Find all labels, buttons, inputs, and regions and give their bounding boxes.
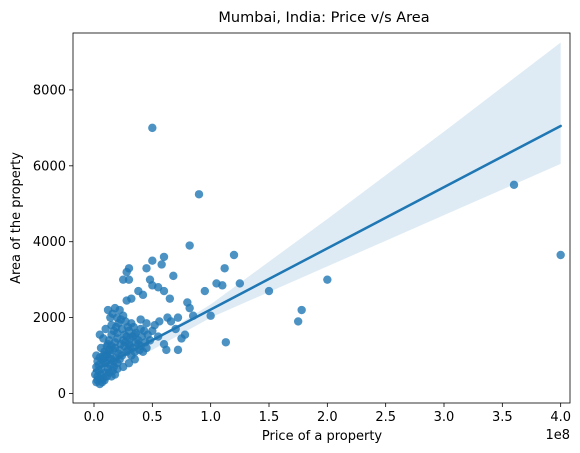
scatter-point: [131, 338, 141, 347]
y-axis-label: Area of the property: [9, 152, 24, 284]
scatter-point: [142, 264, 151, 273]
x-tick-label: 2.5: [375, 410, 396, 425]
y-tick-label: 2000: [33, 311, 66, 326]
x-tick-label: 1.0: [200, 410, 221, 425]
scatter-point: [139, 326, 149, 336]
scatter-point: [200, 286, 210, 296]
y-tick-label: 6000: [33, 159, 66, 174]
scatter-point: [113, 313, 122, 322]
scatter-point: [148, 281, 157, 290]
x-axis-label: Price of a property: [262, 429, 383, 444]
scatter-point: [120, 330, 129, 339]
chart-title: Mumbai, India: Price v/s Area: [218, 10, 429, 26]
scatter-point: [148, 256, 157, 265]
scatter-point: [206, 311, 215, 320]
scatter-point: [185, 303, 194, 313]
scatter-point: [293, 317, 303, 326]
x-tick-label: 3.0: [434, 410, 455, 425]
scatter-point: [180, 330, 190, 339]
scatter-point: [101, 324, 110, 334]
scatter-point: [134, 286, 143, 296]
x-tick-label: 3.5: [492, 410, 513, 425]
scatter-point: [235, 279, 245, 288]
x-tick-label: 4.0: [550, 410, 571, 425]
scatter-point: [95, 374, 105, 383]
scatter-point: [323, 275, 332, 284]
scatter-point: [221, 338, 231, 347]
scatter-points-layer: [90, 123, 565, 389]
regression-line-layer: [92, 124, 562, 372]
scatter-point: [109, 362, 119, 372]
x-tick-label: 0.0: [84, 410, 105, 425]
scatter-point: [218, 281, 227, 290]
scatter-point: [173, 313, 183, 322]
scatter-point: [163, 313, 172, 322]
scatter-point: [122, 296, 131, 305]
confidence-band: [94, 42, 561, 377]
scatter-point: [509, 180, 519, 189]
y-tick-label: 8000: [33, 83, 66, 98]
x-tick-label: 2.0: [317, 410, 338, 425]
scatter-point: [118, 275, 128, 284]
scatter-point: [185, 241, 194, 250]
y-tick-label: 0: [58, 387, 66, 402]
scatter-point: [99, 351, 108, 360]
confidence-band-layer: [94, 42, 561, 377]
scatter-point: [165, 294, 175, 303]
scatter-point: [264, 286, 274, 296]
scatter-point: [556, 250, 565, 260]
scatter-point: [159, 339, 169, 349]
x-axis-ticks: 0.0 0.5 1.0 1.5 2.0 2.5 3.0 3.5 4.0: [84, 403, 571, 425]
x-axis-offset-label: 1e8: [545, 428, 570, 443]
scatter-point: [107, 372, 116, 381]
scatter-point: [173, 345, 183, 355]
y-tick-label: 4000: [33, 235, 66, 250]
regression-line: [92, 124, 562, 372]
scatter-point: [194, 190, 204, 199]
scatter-point: [148, 123, 157, 133]
x-tick-label: 0.5: [142, 410, 163, 425]
x-tick-label: 1.5: [259, 410, 280, 425]
scatter-point: [155, 317, 164, 326]
scatter-point: [136, 315, 145, 324]
scatter-point: [229, 250, 239, 260]
scatter-point: [169, 271, 178, 281]
scatter-point: [122, 267, 131, 277]
scatter-point: [220, 264, 229, 273]
plot-frame: [72, 32, 571, 404]
scatter-point: [297, 305, 306, 315]
y-axis-ticks: 0 2000 4000 6000 8000: [33, 83, 73, 402]
scatter-point: [157, 260, 166, 269]
scatter-point: [124, 275, 134, 284]
scatter-point: [159, 252, 169, 262]
